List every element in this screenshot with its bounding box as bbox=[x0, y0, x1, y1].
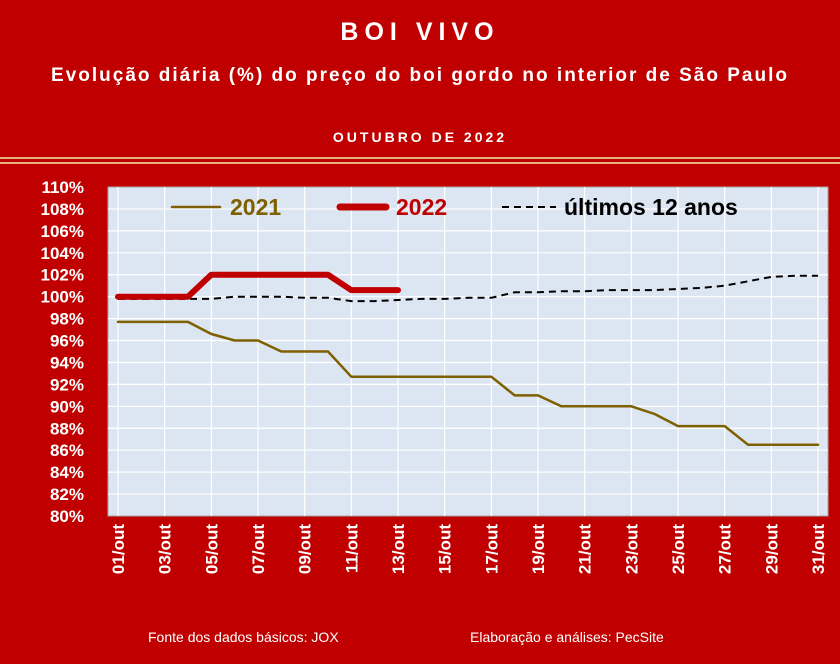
x-tick-label: 03/out bbox=[156, 524, 175, 574]
y-axis-ticks: 80% 82% 84% 86% 88% 90% 92% 94% 96% 98% 100% 102% 10… bbox=[41, 178, 84, 526]
x-tick-label: 17/out bbox=[482, 524, 501, 574]
line-chart: 80% 82% 84% 86% 88% 90% 92% 94% 96% 98% 100% 102% 10… bbox=[41, 178, 829, 574]
x-tick-label: 21/out bbox=[576, 524, 595, 574]
header-divider-bottom bbox=[0, 162, 840, 164]
x-tick-label: 27/out bbox=[716, 524, 735, 574]
y-tick-label: 96% bbox=[50, 332, 84, 351]
page-title: BOI VIVO bbox=[340, 18, 500, 46]
series-line-ultimos-12-anos bbox=[118, 274, 818, 303]
x-tick-label: 23/out bbox=[622, 524, 641, 574]
x-tick-label: 05/out bbox=[202, 524, 221, 574]
y-tick-label: 92% bbox=[50, 375, 84, 394]
page-subtitle: Evolução diária (%) do preço do boi gord… bbox=[51, 65, 789, 86]
y-tick-label: 100% bbox=[41, 288, 84, 307]
legend-label-2021: 2021 bbox=[230, 194, 281, 220]
y-tick-label: 110% bbox=[41, 178, 84, 197]
legend: 2021 2022 últimos 12 anos bbox=[170, 194, 738, 220]
x-tick-label: 19/out bbox=[529, 524, 548, 574]
y-tick-label: 94% bbox=[50, 353, 84, 372]
y-tick-label: 80% bbox=[50, 507, 84, 526]
y-tick-label: 86% bbox=[50, 441, 84, 460]
legend-label-ultimos-12-anos: últimos 12 anos bbox=[564, 194, 738, 220]
x-tick-label: 15/out bbox=[436, 524, 455, 574]
x-tick-label: 11/out bbox=[342, 524, 361, 573]
x-tick-label: 07/out bbox=[249, 524, 268, 574]
plot-area bbox=[107, 186, 829, 517]
y-tick-label: 84% bbox=[50, 463, 84, 482]
x-tick-label: 09/out bbox=[296, 524, 315, 574]
legend-label-2022: 2022 bbox=[396, 194, 447, 220]
y-tick-label: 90% bbox=[50, 397, 84, 416]
x-tick-label: 29/out bbox=[762, 524, 781, 574]
header-divider-top bbox=[0, 157, 840, 159]
series-line-2022 bbox=[115, 271, 401, 300]
x-axis-ticks: 01/out 03/out 05/out 07/out 09/out 11/out 13/o… bbox=[109, 524, 828, 574]
y-tick-label: 98% bbox=[50, 310, 84, 329]
period-label: OUTUBRO DE 2022 bbox=[332, 129, 508, 145]
y-tick-label: 82% bbox=[50, 485, 84, 504]
header: BOI VIVO Evolução diária (%) do preço do… bbox=[0, 0, 840, 160]
y-tick-label: 106% bbox=[41, 222, 84, 241]
x-tick-label: 01/out bbox=[109, 524, 128, 574]
y-tick-label: 104% bbox=[41, 244, 84, 263]
y-tick-label: 108% bbox=[41, 200, 84, 219]
series-line-2021 bbox=[116, 320, 820, 446]
x-tick-label: 13/out bbox=[389, 524, 408, 574]
x-tick-label: 31/out bbox=[809, 524, 828, 574]
x-tick-label: 25/out bbox=[669, 524, 688, 574]
footer: Fonte dos dados básicos: JOX Elaboração … bbox=[0, 629, 840, 651]
y-tick-label: 88% bbox=[50, 419, 84, 438]
source-note: Fonte dos dados básicos: JOX bbox=[148, 629, 339, 645]
series-lines bbox=[115, 271, 820, 446]
credits-note: Elaboração e análises: PecSite bbox=[470, 629, 664, 645]
y-tick-label: 102% bbox=[41, 266, 84, 285]
